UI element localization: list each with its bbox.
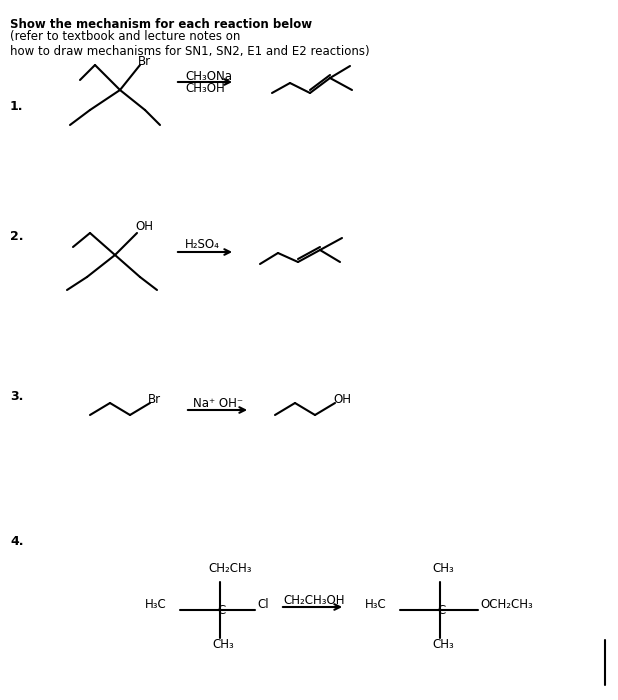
Text: CH₂CH₃: CH₂CH₃ xyxy=(208,562,252,575)
Text: 2.: 2. xyxy=(10,230,23,243)
Text: CH₃OH: CH₃OH xyxy=(185,82,225,95)
Text: CH₃: CH₃ xyxy=(432,562,454,575)
Text: CH₃ONa: CH₃ONa xyxy=(185,70,232,83)
Text: OH: OH xyxy=(333,393,351,406)
Text: Br: Br xyxy=(138,55,151,68)
Text: H₃C: H₃C xyxy=(145,598,167,612)
Text: CH₃: CH₃ xyxy=(432,638,454,651)
Text: 3.: 3. xyxy=(10,390,23,403)
Text: Br: Br xyxy=(148,393,161,406)
Text: Na⁺ OH⁻: Na⁺ OH⁻ xyxy=(193,397,243,410)
Text: OH: OH xyxy=(135,220,153,233)
Text: CH₃: CH₃ xyxy=(212,638,234,651)
Text: H₂SO₄: H₂SO₄ xyxy=(185,238,220,251)
Text: CH₂CH₃OH: CH₂CH₃OH xyxy=(283,594,344,607)
Text: Cl: Cl xyxy=(257,598,269,612)
Text: C: C xyxy=(437,604,445,617)
Text: 1.: 1. xyxy=(10,100,23,113)
Text: 4.: 4. xyxy=(10,535,23,548)
Text: C: C xyxy=(217,604,225,617)
Text: (refer to textbook and lecture notes on
how to draw mechanisms for SN1, SN2, E1 : (refer to textbook and lecture notes on … xyxy=(10,30,370,58)
Text: H₃C: H₃C xyxy=(365,598,387,612)
Text: Show the mechanism for each reaction below: Show the mechanism for each reaction bel… xyxy=(10,18,312,31)
Text: OCH₂CH₃: OCH₂CH₃ xyxy=(480,598,533,612)
